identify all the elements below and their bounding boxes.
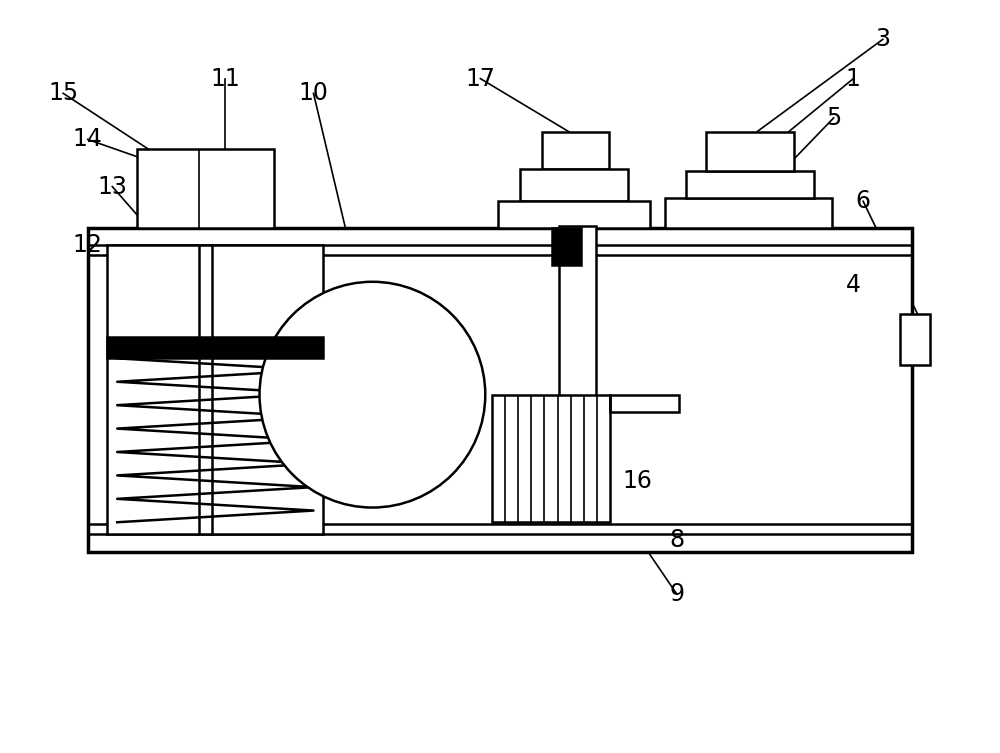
Bar bbox=[498, 201, 650, 228]
Text: 5: 5 bbox=[826, 106, 841, 130]
Text: 17: 17 bbox=[465, 66, 495, 90]
Text: 14: 14 bbox=[73, 127, 103, 151]
Text: 4: 4 bbox=[846, 273, 861, 297]
Text: 12: 12 bbox=[73, 233, 103, 258]
Bar bbox=[559, 226, 596, 432]
Text: 10: 10 bbox=[299, 81, 328, 105]
Text: 15: 15 bbox=[48, 81, 78, 105]
Bar bbox=[686, 171, 814, 198]
Text: 16: 16 bbox=[622, 469, 652, 493]
Text: 11: 11 bbox=[210, 66, 240, 90]
Text: 3: 3 bbox=[875, 27, 890, 51]
Text: 8: 8 bbox=[669, 528, 684, 552]
Circle shape bbox=[260, 282, 485, 508]
Text: 1: 1 bbox=[846, 66, 861, 90]
Bar bbox=[88, 228, 912, 552]
Bar bbox=[610, 395, 679, 413]
Bar bbox=[542, 132, 609, 169]
Bar bbox=[107, 245, 323, 534]
Bar bbox=[137, 149, 274, 228]
Text: 9: 9 bbox=[669, 582, 684, 606]
Bar bbox=[706, 132, 794, 171]
Text: 13: 13 bbox=[97, 175, 127, 199]
Bar bbox=[552, 228, 581, 265]
Bar bbox=[900, 314, 930, 365]
Bar bbox=[107, 337, 323, 358]
Bar bbox=[520, 169, 628, 201]
Bar bbox=[665, 198, 832, 228]
Text: 6: 6 bbox=[856, 189, 871, 213]
Bar bbox=[492, 395, 610, 523]
